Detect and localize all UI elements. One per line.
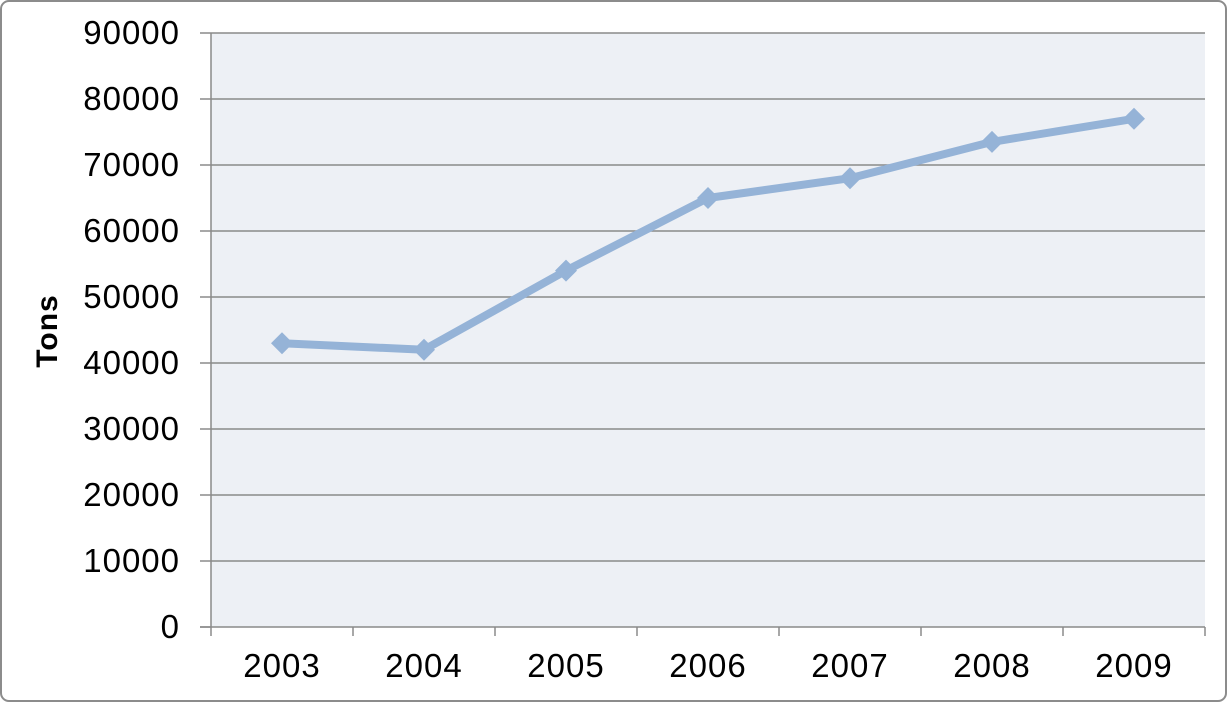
data-point-marker <box>413 338 435 361</box>
y-tick-label: 40000 <box>83 344 180 381</box>
x-tick-label: 2006 <box>669 647 747 684</box>
data-point-marker <box>839 167 861 190</box>
y-tick-label: 70000 <box>83 146 180 183</box>
data-point-marker <box>981 130 1003 153</box>
x-tick-label: 2003 <box>243 647 321 684</box>
data-point-marker <box>271 332 293 355</box>
x-tick-label: 2007 <box>811 647 889 684</box>
y-tick-label: 60000 <box>83 212 180 249</box>
data-point-marker <box>555 259 577 282</box>
y-tick-label: 0 <box>160 608 180 645</box>
data-point-marker <box>1123 107 1145 130</box>
x-tick-label: 2009 <box>1095 647 1173 684</box>
x-axis: 2003 2004 2005 2006 2007 2008 2009 <box>2 647 1225 692</box>
y-tick-label: 10000 <box>83 542 180 579</box>
y-axis: 0 10000 20000 30000 40000 50000 60000 70000 8000… <box>2 2 180 700</box>
x-tick-label: 2004 <box>385 647 463 684</box>
x-tick-label: 2005 <box>527 647 605 684</box>
y-tick-label: 20000 <box>83 476 180 513</box>
y-tick-label: 30000 <box>83 410 180 447</box>
plot-background <box>211 33 1205 627</box>
y-tick-label: 80000 <box>83 80 180 117</box>
y-tick-label: 50000 <box>83 278 180 315</box>
y-tick-label: 90000 <box>83 14 180 51</box>
x-tick-label: 2008 <box>953 647 1031 684</box>
data-series-line <box>278 114 1138 354</box>
data-point-marker <box>697 187 719 209</box>
